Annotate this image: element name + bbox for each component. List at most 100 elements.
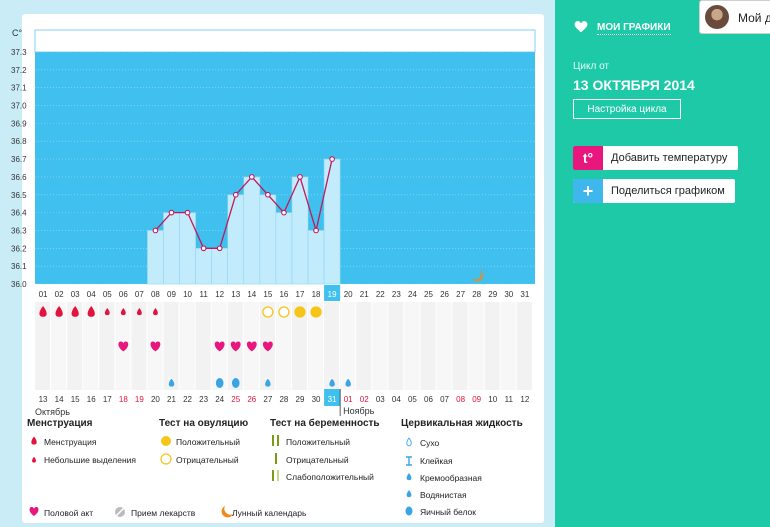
day-label: 08 [151,290,160,299]
grid-cell [163,302,179,390]
y-tick-label: 36.0 [11,280,27,289]
grid-cell [468,302,484,390]
grid-cell [516,302,532,390]
legend-preg-weak-bar-a [272,470,274,481]
temp-point [297,174,303,180]
date-label: 23 [199,395,208,404]
temp-point [232,191,239,198]
add-temperature-button[interactable]: t° Добавить температуру [573,146,738,170]
date-label: 11 [505,395,514,404]
legend-medication-icon-stripe [115,507,125,517]
date-label: 20 [151,395,160,404]
grid-cell [275,302,291,390]
temp-bar [211,248,229,285]
date-label: 07 [440,395,449,404]
ovulation-negative-icon [278,306,290,318]
ovulation-positive-icon [310,306,322,318]
intercourse-heart-icon [246,341,257,352]
legend-spotting-icon [32,456,36,463]
day-label: 11 [199,290,208,299]
intercourse-heart-icon [118,341,129,352]
date-label: 26 [247,395,256,404]
day-label: 16 [279,290,288,299]
day-label: 10 [183,290,192,299]
ovulation-negative-icon [262,306,274,318]
menstruation-drop-icon [71,306,79,317]
cycle-setup-button[interactable]: Настройка цикла [573,99,681,119]
y-tick-label: 36.7 [11,155,27,164]
day-label: 17 [296,290,305,299]
temp-bar [291,176,309,285]
day-label: 26 [440,290,449,299]
date-label: 30 [312,395,321,404]
legend-ovu-positive-icon [161,436,171,446]
day-label: 24 [408,290,417,299]
temp-point [265,191,271,198]
plot-top-band [34,29,536,53]
cycle-date: 13 ОКТЯБРЯ 2014 [573,77,695,93]
day-label: 02 [55,290,64,299]
highlight-date-cell [324,389,341,406]
menstruation-drop-icon [153,308,158,316]
share-chart-button[interactable]: + Поделиться графиком [573,179,735,203]
fluid-creamy-icon [345,378,351,387]
add-temperature-label: Добавить температуру [611,152,728,164]
intercourse-heart-icon [230,341,241,352]
grid-cell [436,302,452,390]
grid-cell [324,302,340,390]
fluid-creamy-icon [265,378,271,387]
temp-bar [307,230,325,285]
my-charts-link[interactable]: МОИ ГРАФИКИ [597,22,671,35]
day-label: 14 [247,290,256,299]
moon-icon [471,270,484,282]
temp-bar [227,194,245,285]
day-label: 20 [344,290,353,299]
fluid-creamy-mark [264,377,271,381]
highlight-day-cell [324,285,341,301]
grid-cell [372,302,388,390]
y-tick-label: 37.2 [11,66,27,75]
heart-icon [574,21,588,33]
date-label: 29 [296,395,305,404]
menstruation-drop-icon [136,308,142,316]
grid-cell [291,302,308,390]
temp-point [329,156,335,162]
date-label: 15 [71,395,80,404]
grid-cell [420,302,436,390]
temp-point [184,209,191,216]
fluid-eggwhite-icon [215,378,224,388]
y-axis-label: C° [12,28,22,38]
legend-preg-pos-bar-a [272,435,274,446]
legend-fluid-dry-icon [406,437,412,447]
date-label: 10 [488,395,497,404]
day-label: 25 [424,290,433,299]
date-label: 02 [360,395,369,404]
intercourse-heart-icon [262,341,273,352]
grid-cell [500,302,516,390]
day-label: 01 [39,290,48,299]
user-name: Мой д [738,11,770,25]
user-menu-button[interactable]: Мой д [699,0,770,34]
legend-fluid-sticky-icon [406,456,412,466]
temp-point [248,174,255,180]
day-label: 15 [263,290,272,299]
day-label: 27 [456,290,465,299]
day-label: 06 [119,290,128,299]
date-label: 06 [424,395,433,404]
legend-fluid-watery-icon [406,490,412,498]
day-label: 30 [504,290,513,299]
fluid-creamy-icon [329,378,335,387]
date-label: 13 [39,395,48,404]
bbt-chart: 37.3 37.2 37.1 37.0 36.9 36.8 36.7 36.6 36.5 36.4… [11,28,536,518]
legend-intercourse-icon [29,507,39,516]
grid-cell [67,302,83,390]
menstruation-drop-icon [104,308,110,316]
y-tick-label: 36.6 [11,173,27,182]
day-label: 13 [231,290,240,299]
day-label: 21 [360,290,369,299]
legend-fluid-creamy-icon [406,473,412,481]
temp-point [216,245,223,252]
temp-bar [323,158,341,285]
month-label-nov: Ноябрь [343,406,375,416]
day-label: 18 [312,290,321,299]
